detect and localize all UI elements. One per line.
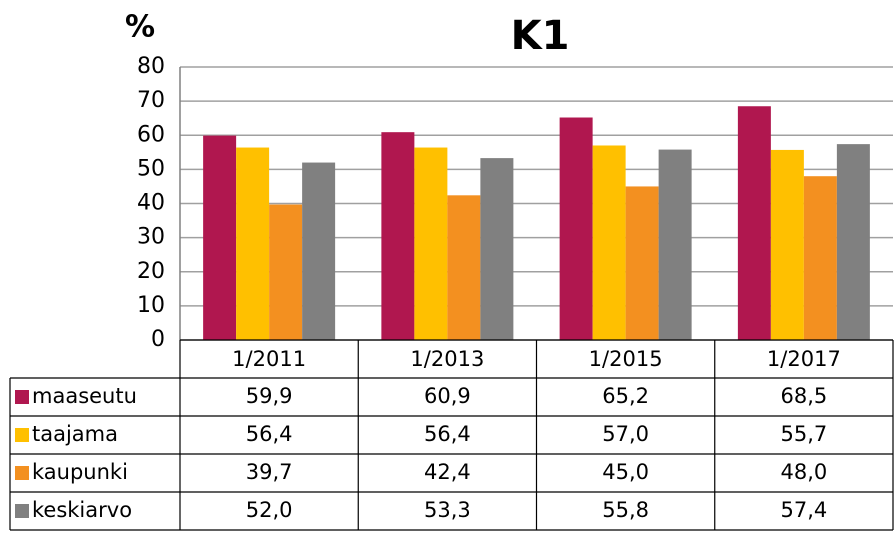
table-value: 60,9 <box>424 384 471 408</box>
y-tick-label: 80 <box>137 54 165 79</box>
y-tick-label: 70 <box>137 88 165 113</box>
y-tick-label: 40 <box>137 191 165 216</box>
y-tick-label: 50 <box>137 156 165 181</box>
y-tick-label: 20 <box>137 259 165 284</box>
y-tick-label: 10 <box>137 293 165 318</box>
bar <box>737 106 771 341</box>
table-value: 39,7 <box>246 460 293 484</box>
legend-label: maaseutu <box>32 384 137 408</box>
legend-label: kaupunki <box>32 460 128 484</box>
y-tick-label: 30 <box>137 225 165 250</box>
bar <box>836 144 870 340</box>
table-value: 68,5 <box>780 384 827 408</box>
legend-label: keskiarvo <box>32 498 132 522</box>
category-label: 1/2015 <box>589 347 663 371</box>
table-value: 57,4 <box>780 498 827 522</box>
category-label: 1/2011 <box>232 347 306 371</box>
bar <box>447 195 481 340</box>
bar <box>302 162 336 340</box>
legend-swatch <box>15 390 29 404</box>
bar <box>203 135 237 340</box>
bar <box>480 158 514 340</box>
bar <box>625 186 659 340</box>
y-tick-label: 0 <box>151 327 165 352</box>
legend-label: taajama <box>32 422 118 446</box>
bar <box>236 147 270 340</box>
legend-swatch <box>15 504 29 518</box>
category-label: 1/2013 <box>410 347 484 371</box>
table-value: 52,0 <box>246 498 293 522</box>
bar <box>559 117 593 340</box>
legend-swatch <box>15 466 29 480</box>
table-value: 57,0 <box>602 422 649 446</box>
bar <box>381 132 415 340</box>
table-value: 56,4 <box>246 422 293 446</box>
y-tick-label: 60 <box>137 122 165 147</box>
y-axis-label: % <box>125 10 155 45</box>
bar <box>414 147 448 340</box>
bar <box>592 145 626 340</box>
table-value: 65,2 <box>602 384 649 408</box>
table-value: 48,0 <box>780 460 827 484</box>
category-label: 1/2017 <box>767 347 841 371</box>
legend-swatch <box>15 428 29 442</box>
table-value: 55,8 <box>602 498 649 522</box>
bar <box>658 149 692 340</box>
bar <box>770 149 804 340</box>
table-value: 55,7 <box>780 422 827 446</box>
table-value: 45,0 <box>602 460 649 484</box>
chart-title: K1 <box>511 13 570 59</box>
table-value: 53,3 <box>424 498 471 522</box>
bar <box>803 176 837 340</box>
table-value: 42,4 <box>424 460 471 484</box>
table-value: 59,9 <box>246 384 293 408</box>
table-value: 56,4 <box>424 422 471 446</box>
bar <box>269 204 303 340</box>
